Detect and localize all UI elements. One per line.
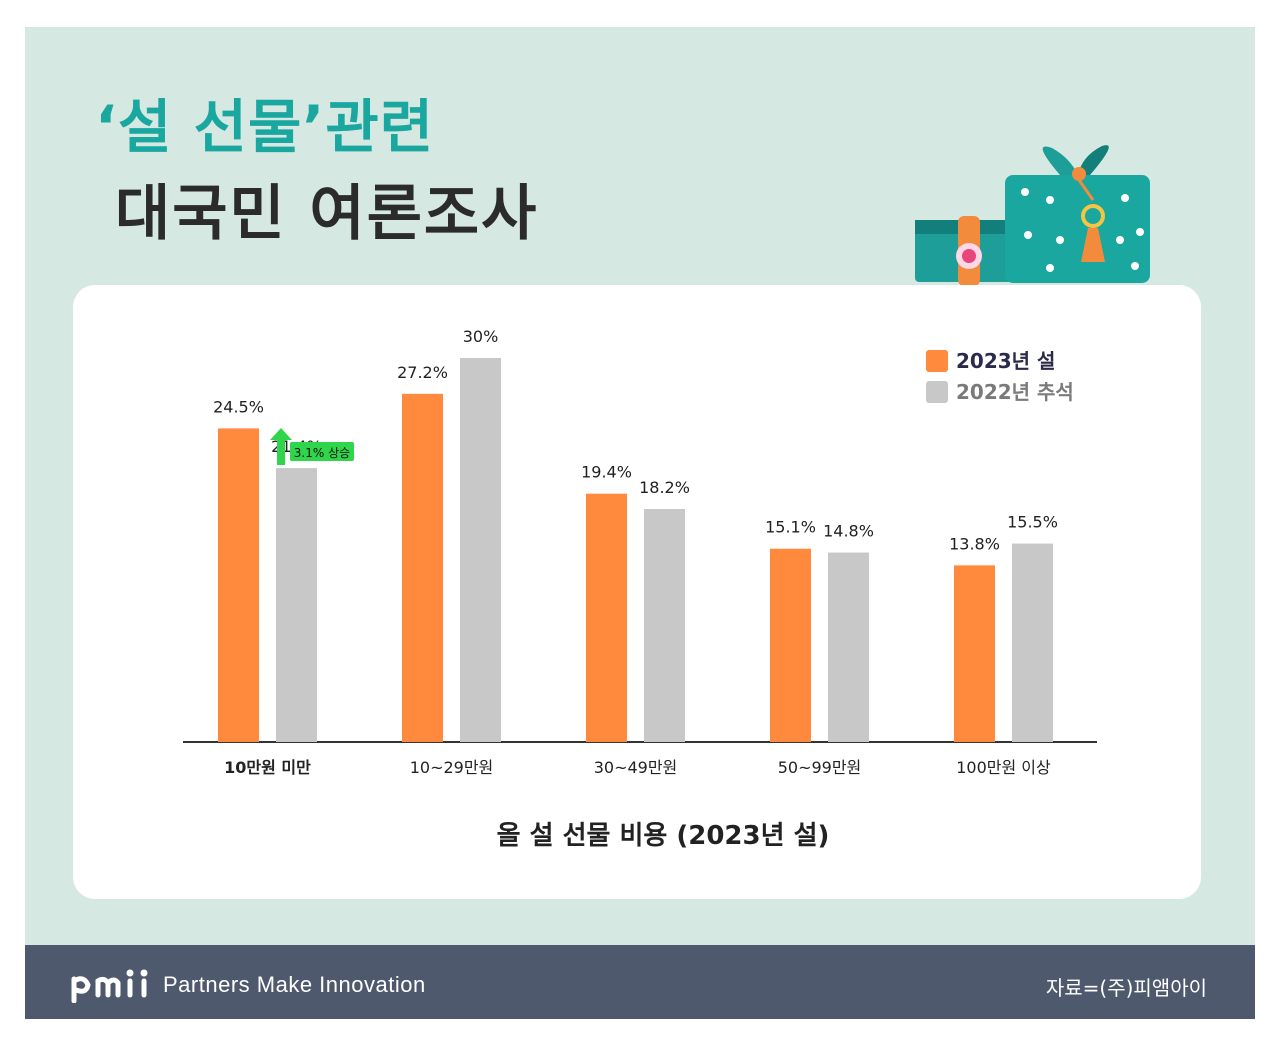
bar-2022 bbox=[276, 468, 317, 742]
legend-swatch-2023 bbox=[926, 350, 948, 372]
up-arrow-icon bbox=[270, 428, 292, 465]
chart-card: 24.5%21.4%10만원 미만27.2%30%10~29만원19.4%18.… bbox=[73, 285, 1201, 899]
increase-badge bbox=[290, 442, 354, 461]
x-tick-label: 10만원 미만 bbox=[224, 758, 311, 777]
data-label: 30% bbox=[463, 327, 499, 346]
footer-tagline: Partners Make Innovation bbox=[163, 972, 426, 997]
gift-bundle-icon bbox=[915, 145, 1150, 286]
legend-label-2022: 2022년 추석 bbox=[956, 380, 1074, 404]
bar-2022 bbox=[460, 358, 501, 742]
data-label: 19.4% bbox=[581, 463, 632, 482]
footer-bar: Partners Make Innovation 자료=(주)피앰아이 bbox=[25, 945, 1255, 1019]
x-tick-label: 30~49만원 bbox=[594, 758, 678, 777]
increase-badge-label: 3.1% 상승 bbox=[294, 446, 350, 460]
data-label: 24.5% bbox=[213, 397, 264, 416]
x-axis-title: 올 설 선물 비용 (2023년 설) bbox=[497, 821, 830, 851]
bar-2023 bbox=[402, 393, 443, 742]
data-label: 15.5% bbox=[1007, 513, 1058, 532]
x-tick-label: 50~99만원 bbox=[778, 758, 862, 777]
bar-2022 bbox=[828, 552, 869, 742]
x-tick-label: 10~29만원 bbox=[410, 758, 494, 777]
legend-swatch-2022 bbox=[926, 381, 948, 403]
title-line-1: ‘설 선물’관련 bbox=[95, 93, 435, 161]
data-label: 18.2% bbox=[639, 478, 690, 497]
data-label: 14.8% bbox=[823, 522, 874, 541]
bar-2023 bbox=[954, 565, 995, 742]
x-tick-label: 100만원 이상 bbox=[956, 758, 1051, 777]
legend-label-2023: 2023년 설 bbox=[956, 349, 1055, 373]
bar-2023 bbox=[218, 428, 259, 742]
data-label: 13.8% bbox=[949, 534, 1000, 553]
title-line-2: 대국민 여론조사 bbox=[115, 179, 539, 249]
bar-2022 bbox=[1012, 543, 1053, 742]
data-label: 15.1% bbox=[765, 518, 816, 537]
bar-chart: 24.5%21.4%10만원 미만27.2%30%10~29만원19.4%18.… bbox=[183, 327, 1097, 851]
data-label: 27.2% bbox=[397, 363, 448, 382]
bar-2023 bbox=[586, 493, 627, 742]
bar-2023 bbox=[770, 548, 811, 742]
source-credit: 자료=(주)피앰아이 bbox=[1045, 976, 1207, 1000]
pmi-logo bbox=[71, 969, 148, 1003]
bar-2022 bbox=[644, 509, 685, 742]
